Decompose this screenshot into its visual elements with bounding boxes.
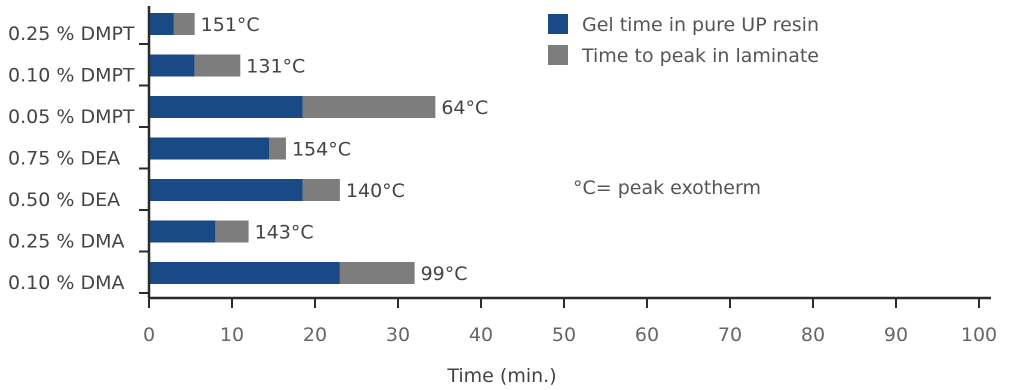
category-label: 0.10 % DMA (8, 272, 124, 294)
bar-time-to-peak (215, 220, 249, 243)
category-label: 0.25 % DMA (8, 231, 124, 253)
x-tick-label: 100 (961, 324, 997, 346)
legend: Gel time in pure UP resin Time to peak in… (548, 14, 819, 67)
x-tick-label: 70 (718, 324, 742, 346)
bars (149, 13, 436, 284)
bar-gel-time (149, 179, 303, 201)
bar-gel-time (149, 13, 174, 35)
bar-value-label: 143°C (255, 222, 314, 244)
legend-swatch (548, 14, 568, 34)
x-axis-label: Time (min.) (446, 365, 556, 387)
category-label: 0.10 % DMPT (8, 65, 135, 87)
axes (139, 6, 991, 300)
bar-time-to-peak (302, 96, 436, 118)
legend-swatch (548, 45, 568, 65)
bar-time-to-peak (173, 13, 195, 35)
category-label: 0.05 % DMPT (8, 106, 135, 128)
bar-gel-time (149, 54, 195, 77)
bar-value-label: 151°C (201, 14, 260, 36)
bar-time-to-peak (302, 179, 340, 201)
x-tick-label: 30 (386, 324, 410, 346)
x-tick-label: 50 (552, 324, 576, 346)
bar-gel-time (149, 220, 216, 243)
bar-value-label: 131°C (246, 56, 305, 78)
x-tick-label: 90 (884, 324, 908, 346)
bar-value-label: 64°C (441, 97, 488, 119)
category-label: 0.75 % DEA (8, 148, 120, 170)
x-tick-label: 20 (303, 324, 327, 346)
legend-label: Time to peak in laminate (581, 45, 819, 67)
category-label: 0.25 % DMPT (8, 23, 135, 45)
bar-time-to-peak (269, 137, 286, 160)
bar-value-label: 154°C (292, 139, 351, 161)
x-tick-label: 10 (220, 324, 244, 346)
category-labels: 0.25 % DMPT 0.10 % DMPT 0.05 % DMPT 0.75 % … (8, 23, 135, 294)
peak-exotherm-note: °C= peak exotherm (573, 177, 761, 199)
category-label: 0.50 % DEA (8, 189, 120, 211)
x-axis-ticks: 0 10 20 30 40 50 60 70 80 90 100 (143, 298, 997, 346)
bar-gel-time (149, 96, 303, 118)
bar-gel-time (149, 262, 340, 284)
legend-label: Gel time in pure UP resin (582, 14, 819, 36)
x-tick-label: 80 (801, 324, 825, 346)
bar-time-to-peak (339, 262, 415, 284)
bar-value-labels: 151°C 131°C 64°C 154°C 140°C 143°C 99°C (201, 14, 489, 285)
bar-value-label: 99°C (421, 263, 468, 285)
bar-value-label: 140°C (346, 180, 405, 202)
bar-time-to-peak (194, 54, 241, 77)
bar-gel-time (149, 137, 270, 160)
x-tick-label: 0 (143, 324, 155, 346)
x-tick-label: 40 (469, 324, 493, 346)
x-tick-label: 60 (635, 324, 659, 346)
